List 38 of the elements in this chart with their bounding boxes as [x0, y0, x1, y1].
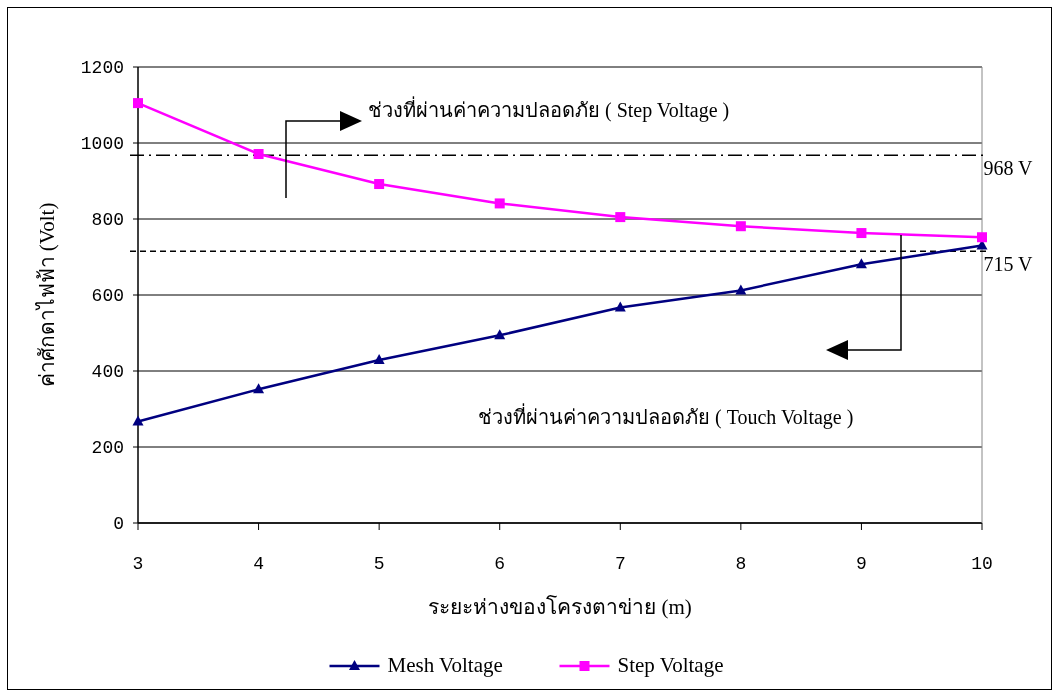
ref-line-label: 715 V [983, 253, 1034, 276]
x-tick-label: 6 [494, 554, 506, 574]
point [615, 212, 626, 223]
point [735, 284, 747, 295]
point [855, 258, 867, 269]
x-tick-label: 7 [614, 554, 626, 574]
x-tick-label: 10 [971, 554, 993, 574]
point [494, 329, 506, 340]
point [132, 415, 144, 426]
point [253, 383, 265, 394]
y-axis-title: ค่าศักดาไฟฟ้า (Volt) [35, 202, 59, 388]
annotation: ช่วงที่ผ่านค่าความปลอดภัย ( Touch Voltage ) [478, 403, 854, 429]
legend-label: Mesh Voltage [387, 653, 503, 677]
y-tick-label: 200 [91, 438, 124, 458]
x-tick-label: 3 [132, 554, 144, 574]
y-tick-label: 800 [91, 210, 124, 230]
annotation: ช่วงที่ผ่านค่าความปลอดภัย ( Step Voltage ) [368, 96, 730, 122]
y-tick-label: 400 [91, 362, 124, 382]
point [253, 149, 264, 160]
point [614, 301, 626, 312]
x-axis-title: ระยะห่างของโครงตาข่าย (m) [428, 595, 692, 619]
x-tick-label: 9 [856, 554, 867, 574]
point [494, 198, 505, 209]
y-tick-label: 1000 [80, 134, 124, 154]
legend-label: Step Voltage [617, 653, 724, 677]
point [735, 221, 746, 232]
point [133, 98, 143, 109]
ref-line-label: 968 V [983, 157, 1034, 180]
point [977, 232, 987, 243]
point [373, 353, 385, 364]
y-tick-label: 600 [91, 286, 124, 306]
y-tick-label: 0 [113, 514, 124, 534]
x-tick-label: 8 [735, 554, 747, 574]
point [374, 179, 385, 190]
y-tick-label: 1200 [80, 58, 124, 78]
x-tick-label: 5 [373, 554, 385, 574]
x-tick-label: 4 [253, 554, 264, 574]
point [856, 228, 867, 239]
